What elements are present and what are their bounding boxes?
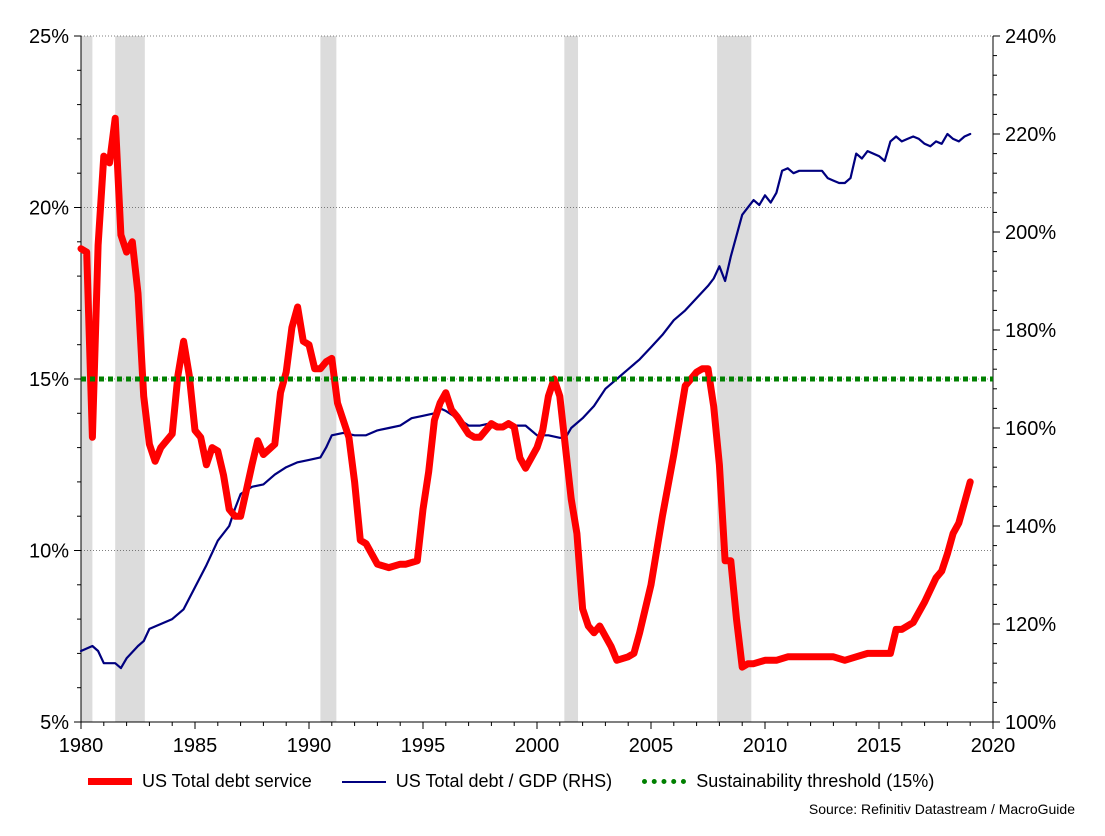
recession-band: [81, 36, 93, 722]
axes: [74, 35, 1000, 729]
right-tick-label: 100%: [1005, 712, 1056, 734]
legend-swatch-debt-gdp: [341, 780, 386, 783]
right-tick-label: 180%: [1005, 320, 1056, 342]
x-tick-label: 2000: [515, 735, 560, 757]
gridlines: [81, 35, 993, 551]
legend-swatch-threshold: [642, 779, 687, 784]
right-tick-label: 120%: [1005, 614, 1056, 636]
right-tick-label: 240%: [1005, 26, 1056, 48]
legend-label-threshold: Sustainability threshold (15%): [696, 771, 935, 791]
legend-item-debt-service: US Total debt service: [88, 771, 312, 792]
x-tick-label: 2010: [743, 735, 788, 757]
debt-service-line: [77, 114, 974, 671]
x-tick-label: 1980: [59, 735, 104, 757]
x-tick-label: 2020: [971, 735, 1016, 757]
left-tick-label: 15%: [29, 369, 69, 391]
left-tick-label: 10%: [29, 541, 69, 563]
legend-swatch-debt-service: [88, 778, 132, 785]
right-tick-label: 220%: [1005, 124, 1056, 146]
debt-gdp-line: [79, 132, 972, 670]
left-tick-label: 25%: [29, 26, 69, 48]
legend: US Total debt service US Total debt / GD…: [88, 771, 964, 792]
left-tick-label: 20%: [29, 198, 69, 220]
x-tick-label: 2015: [857, 735, 902, 757]
x-tick-label: 1995: [401, 735, 446, 757]
right-tick-label: 200%: [1005, 222, 1056, 244]
tick-labels: 1980 1985 1990 1995 2000 2005 2010 2015 2020 5% 10…: [29, 26, 1056, 757]
legend-item-debt-gdp: US Total debt / GDP (RHS): [341, 771, 613, 792]
x-tick-label: 1985: [173, 735, 218, 757]
right-tick-label: 140%: [1005, 516, 1056, 538]
legend-label-debt-gdp: US Total debt / GDP (RHS): [395, 771, 613, 791]
x-tick-label: 1990: [287, 735, 332, 757]
chart: 1980 1985 1990 1995 2000 2005 2010 2015 2020 5% 10…: [29, 26, 1056, 757]
source-note: Source: Refinitiv Datastream / MacroGuid…: [808, 801, 1075, 817]
right-tick-label: 160%: [1005, 418, 1056, 440]
legend-label-debt-service: US Total debt service: [142, 771, 312, 791]
series-layer: [77, 114, 993, 671]
left-tick-label: 5%: [40, 712, 69, 734]
x-tick-label: 2005: [629, 735, 674, 757]
legend-item-threshold: Sustainability threshold (15%): [642, 771, 934, 792]
